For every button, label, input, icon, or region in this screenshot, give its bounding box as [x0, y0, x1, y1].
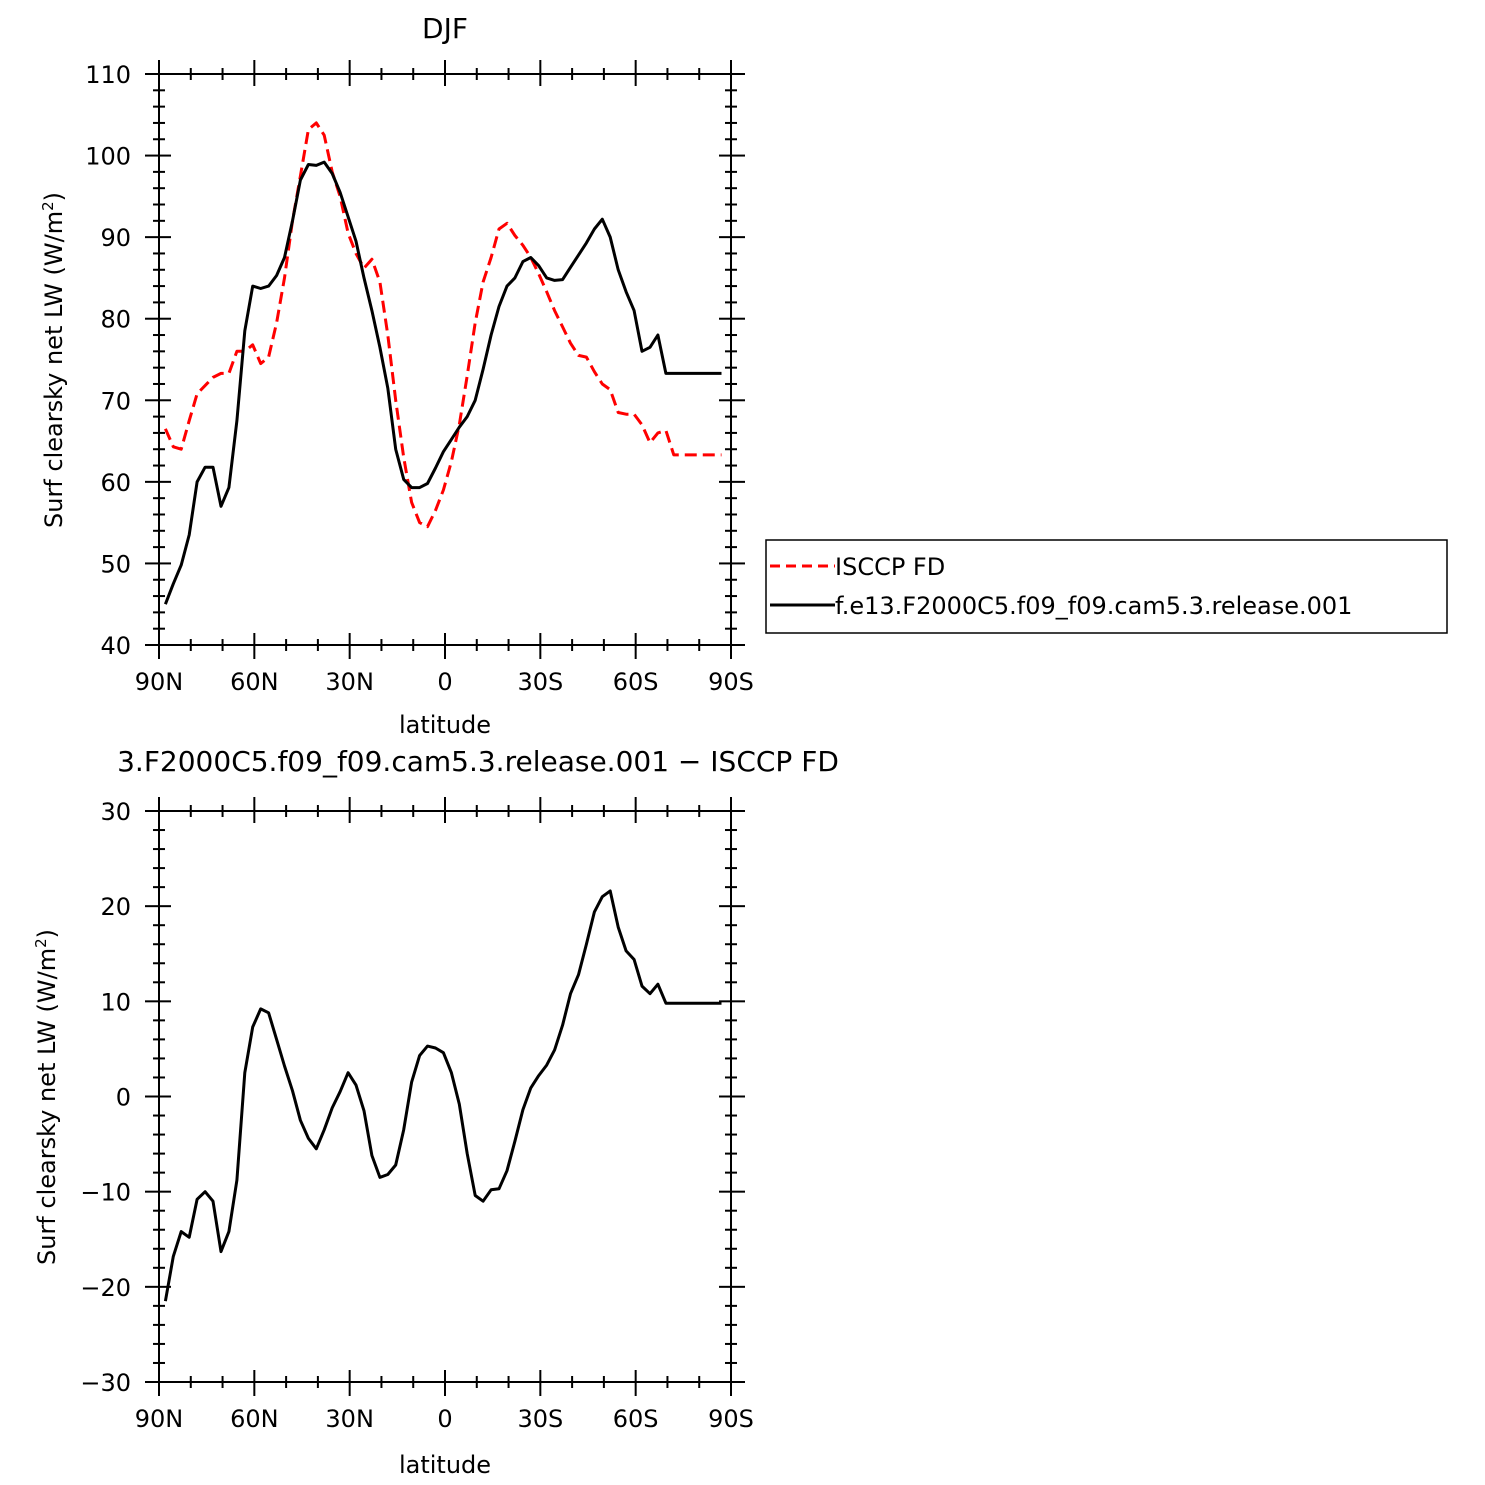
- top-chart-title: DJF: [422, 12, 468, 45]
- bottom-series-lines: [163, 889, 722, 1302]
- y-tick-label: 100: [85, 143, 131, 171]
- bottom-ticks: [145, 797, 745, 1396]
- top-ticks: [145, 60, 745, 659]
- bottom-x-tick-labels: 90N 60N 30N 0 30S 60S 90S: [135, 1405, 754, 1433]
- x-tick-label: 60S: [613, 1405, 659, 1433]
- y-tick-label: 80: [100, 306, 131, 334]
- y-tick-label: 0: [116, 1084, 131, 1112]
- x-tick-label: 60N: [230, 1405, 279, 1433]
- y-tick-label: 10: [100, 988, 131, 1016]
- x-tick-label: 30S: [517, 1405, 563, 1433]
- top-x-axis-title: latitude: [399, 711, 491, 739]
- x-tick-label: 90S: [708, 1405, 754, 1433]
- y-tick-label: 110: [85, 61, 131, 89]
- bottom-y-tick-labels: −30 −20 −10 0 10 20 30: [80, 798, 131, 1397]
- x-tick-label: 90N: [135, 1405, 184, 1433]
- y-tick-label: 70: [100, 387, 131, 415]
- difference-line: [163, 889, 722, 1302]
- y-tick-label: −20: [80, 1274, 131, 1302]
- y-tick-label: −30: [80, 1369, 131, 1397]
- top-panel: DJF 90N 60N 30N 0 30S 60S 90S 40 50 60 70 80 90 100 1…: [39, 12, 1448, 739]
- top-y-axis-title: Surf clearsky net LW (W/m2): [39, 192, 68, 528]
- top-series-lines: [164, 121, 722, 605]
- top-plot-frame: [158, 73, 732, 646]
- legend-label-model: f.e13.F2000C5.f09_f09.cam5.3.release.001: [835, 592, 1352, 620]
- bottom-plot-frame: [158, 810, 732, 1383]
- y-tick-label: 20: [100, 893, 131, 921]
- top-y-tick-labels: 40 50 60 70 80 90 100 110: [85, 61, 131, 660]
- y-tick-label: −10: [80, 1179, 131, 1207]
- x-tick-label: 90N: [135, 668, 184, 696]
- top-x-tick-labels: 90N 60N 30N 0 30S 60S 90S: [135, 668, 754, 696]
- legend-box: [765, 539, 1448, 634]
- x-tick-label: 60N: [230, 668, 279, 696]
- x-tick-label: 0: [437, 668, 452, 696]
- bottom-x-axis-title: latitude: [399, 1451, 491, 1479]
- bottom-chart-title: 3.F2000C5.f09_f09.cam5.3.release.001 − I…: [117, 745, 839, 778]
- y-tick-label: 50: [100, 550, 131, 578]
- y-tick-label: 90: [100, 224, 131, 252]
- x-tick-label: 90S: [708, 668, 754, 696]
- bottom-y-axis-title: Surf clearsky net LW (W/m2): [32, 929, 61, 1265]
- y-tick-label: 30: [100, 798, 131, 826]
- x-tick-label: 30N: [325, 668, 374, 696]
- y-tick-label: 60: [100, 469, 131, 497]
- bottom-panel: 3.F2000C5.f09_f09.cam5.3.release.001 − I…: [32, 745, 839, 1479]
- model-line: [164, 160, 722, 605]
- legend-label-isccp: ISCCP FD: [835, 553, 945, 581]
- isccp-fd-line: [164, 121, 722, 529]
- x-tick-label: 30N: [325, 1405, 374, 1433]
- y-tick-label: 40: [100, 632, 131, 660]
- x-tick-label: 60S: [613, 668, 659, 696]
- legend: ISCCP FD f.e13.F2000C5.f09_f09.cam5.3.re…: [765, 539, 1448, 634]
- x-tick-label: 0: [437, 1405, 452, 1433]
- x-tick-label: 30S: [517, 668, 563, 696]
